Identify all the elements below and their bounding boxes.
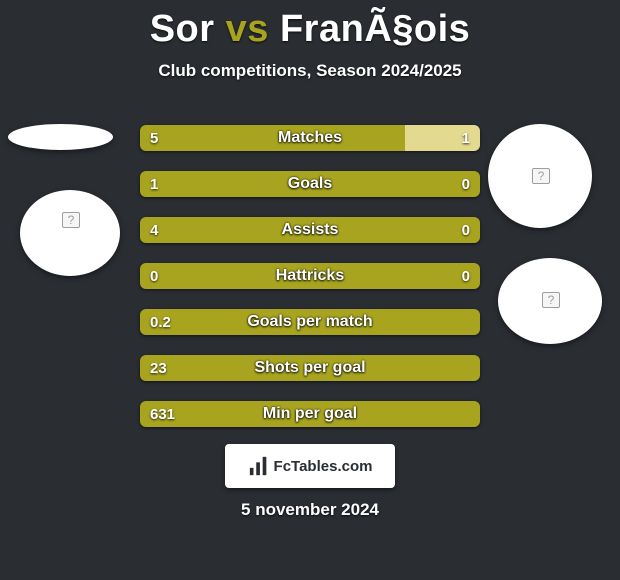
page-title: Sor vs FranÃ§ois — [0, 0, 620, 51]
stat-row: Assists40 — [140, 217, 480, 243]
placeholder-image-icon — [62, 212, 80, 228]
stat-row: Shots per goal23 — [140, 355, 480, 381]
stat-row: Matches51 — [140, 125, 480, 151]
subtitle: Club competitions, Season 2024/2025 — [0, 61, 620, 81]
decoration-circle — [20, 190, 120, 276]
stat-bar-left — [140, 217, 480, 243]
player1-name: Sor — [150, 8, 215, 50]
date-label: 5 november 2024 — [0, 500, 620, 520]
logo-text: FcTables.com — [274, 458, 373, 475]
stat-bar-left — [140, 263, 480, 289]
stat-row: Hattricks00 — [140, 263, 480, 289]
stat-row: Goals per match0.2 — [140, 309, 480, 335]
stat-row: Min per goal631 — [140, 401, 480, 427]
stat-row: Goals10 — [140, 171, 480, 197]
placeholder-image-icon — [542, 292, 560, 308]
decoration-oval — [8, 124, 113, 150]
stat-bar-left — [140, 125, 405, 151]
vs-label: vs — [226, 8, 269, 50]
stat-bar-right — [405, 125, 480, 151]
stat-bar-left — [140, 171, 480, 197]
fctables-logo: FcTables.com — [225, 444, 395, 488]
stat-bar-left — [140, 309, 480, 335]
stat-bar-left — [140, 401, 480, 427]
placeholder-image-icon — [532, 168, 550, 184]
player2-name: FranÃ§ois — [280, 8, 470, 50]
bar-chart-icon — [248, 455, 270, 477]
stat-bar-left — [140, 355, 480, 381]
stats-bars: Matches51 Goals10 Assists40 Hattricks00 Goal… — [140, 125, 480, 447]
